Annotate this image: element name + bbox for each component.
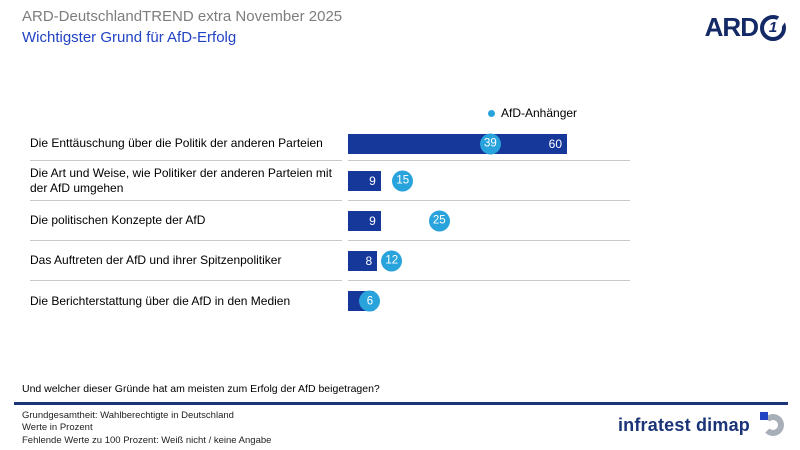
supporter-value-badge: 15 [392, 170, 414, 191]
supporter-value-badge: 39 [479, 133, 501, 154]
bar-value-label: 60 [548, 136, 562, 151]
bar-track: 9 15 [348, 161, 630, 201]
category-label: Die politischen Konzepte der AfD [30, 201, 342, 241]
category-label: Die Berichterstattung über die AfD in de… [30, 293, 291, 308]
ard-logo-text: ARD [704, 12, 759, 42]
ard-one-icon: 1 [760, 14, 787, 41]
survey-question: Und welcher dieser Gründe hat am meisten… [22, 383, 380, 395]
footer-note: Grundgesamtheit: Wahlberechtigte in Deut… [22, 410, 234, 421]
bar-value-label: 8 [365, 253, 373, 268]
footer-note: Werte in Prozent [22, 422, 93, 434]
bar: 60 [348, 133, 567, 154]
chart-row: Das Auftreten der AfD und ihrer Spitzenp… [30, 241, 630, 281]
infratest-dimap-icon [758, 412, 784, 438]
footer-divider [14, 402, 788, 405]
ard-logo: ARD 1 [704, 12, 787, 43]
bar: 8 [348, 250, 378, 271]
infratest-dimap-logo: infratest dimap [618, 412, 784, 438]
bar-track: 60 39 [348, 127, 630, 161]
chart-row: Die Berichterstattung über die AfD in de… [30, 281, 630, 321]
legend: AfD-Anhänger [488, 106, 577, 120]
bar-track: 9 25 [348, 201, 630, 241]
bar-chart: Die Enttäuschung über die Politik der an… [30, 127, 630, 321]
footer-notes: Grundgesamtheit: Wahlberechtigte in Deut… [22, 410, 271, 447]
category-label: Die Enttäuschung über die Politik der an… [30, 127, 342, 161]
report-title: ARD-DeutschlandTREND extra November 2025 [22, 8, 343, 25]
bar: 9 [348, 210, 381, 231]
supporter-value-badge: 25 [428, 210, 450, 231]
page-title: Wichtigster Grund für AfD-Erfolg [22, 29, 237, 46]
chart-row: Die politischen Konzepte der AfD 9 25 [30, 201, 630, 241]
bar-value-label: 9 [369, 173, 376, 188]
chart-row: Die Enttäuschung über die Politik der an… [30, 127, 630, 161]
bar-value-label: 9 [369, 213, 376, 228]
chart-row: Die Art und Weise, wie Politiker der and… [30, 161, 630, 201]
footer-note: Fehlende Werte zu 100 Prozent: Weiß nich… [22, 434, 272, 446]
supporter-value-badge: 12 [381, 250, 403, 271]
supporter-value-badge: 6 [359, 290, 381, 312]
category-label: Die Art und Weise, wie Politiker der and… [30, 161, 342, 201]
legend-label: AfD-Anhänger [501, 106, 578, 120]
bar: 9 [348, 170, 381, 191]
legend-dot-icon [488, 109, 495, 117]
infratest-dimap-text: infratest dimap [617, 414, 750, 435]
bar-track: 6 [348, 281, 630, 321]
category-label: Das Auftreten der AfD und ihrer Spitzenp… [30, 241, 342, 281]
bar-track: 8 12 [348, 241, 630, 281]
